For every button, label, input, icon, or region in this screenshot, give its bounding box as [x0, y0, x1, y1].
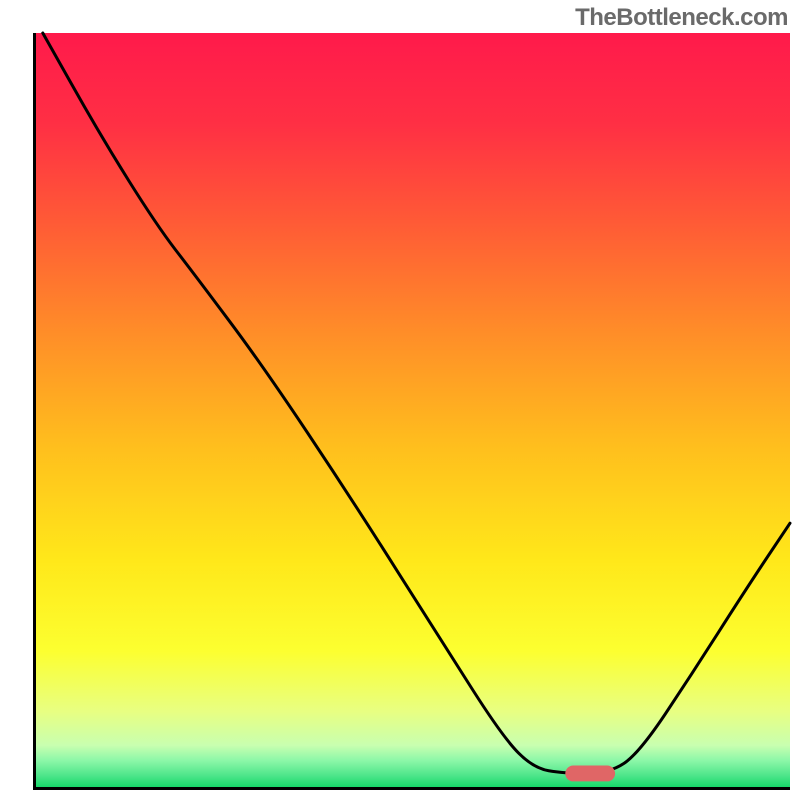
chart-svg: [36, 33, 790, 787]
gradient-background: [36, 33, 790, 787]
watermark: TheBottleneck.com: [575, 4, 788, 32]
chart-frame: [33, 33, 790, 790]
optimal-marker: [565, 765, 615, 781]
